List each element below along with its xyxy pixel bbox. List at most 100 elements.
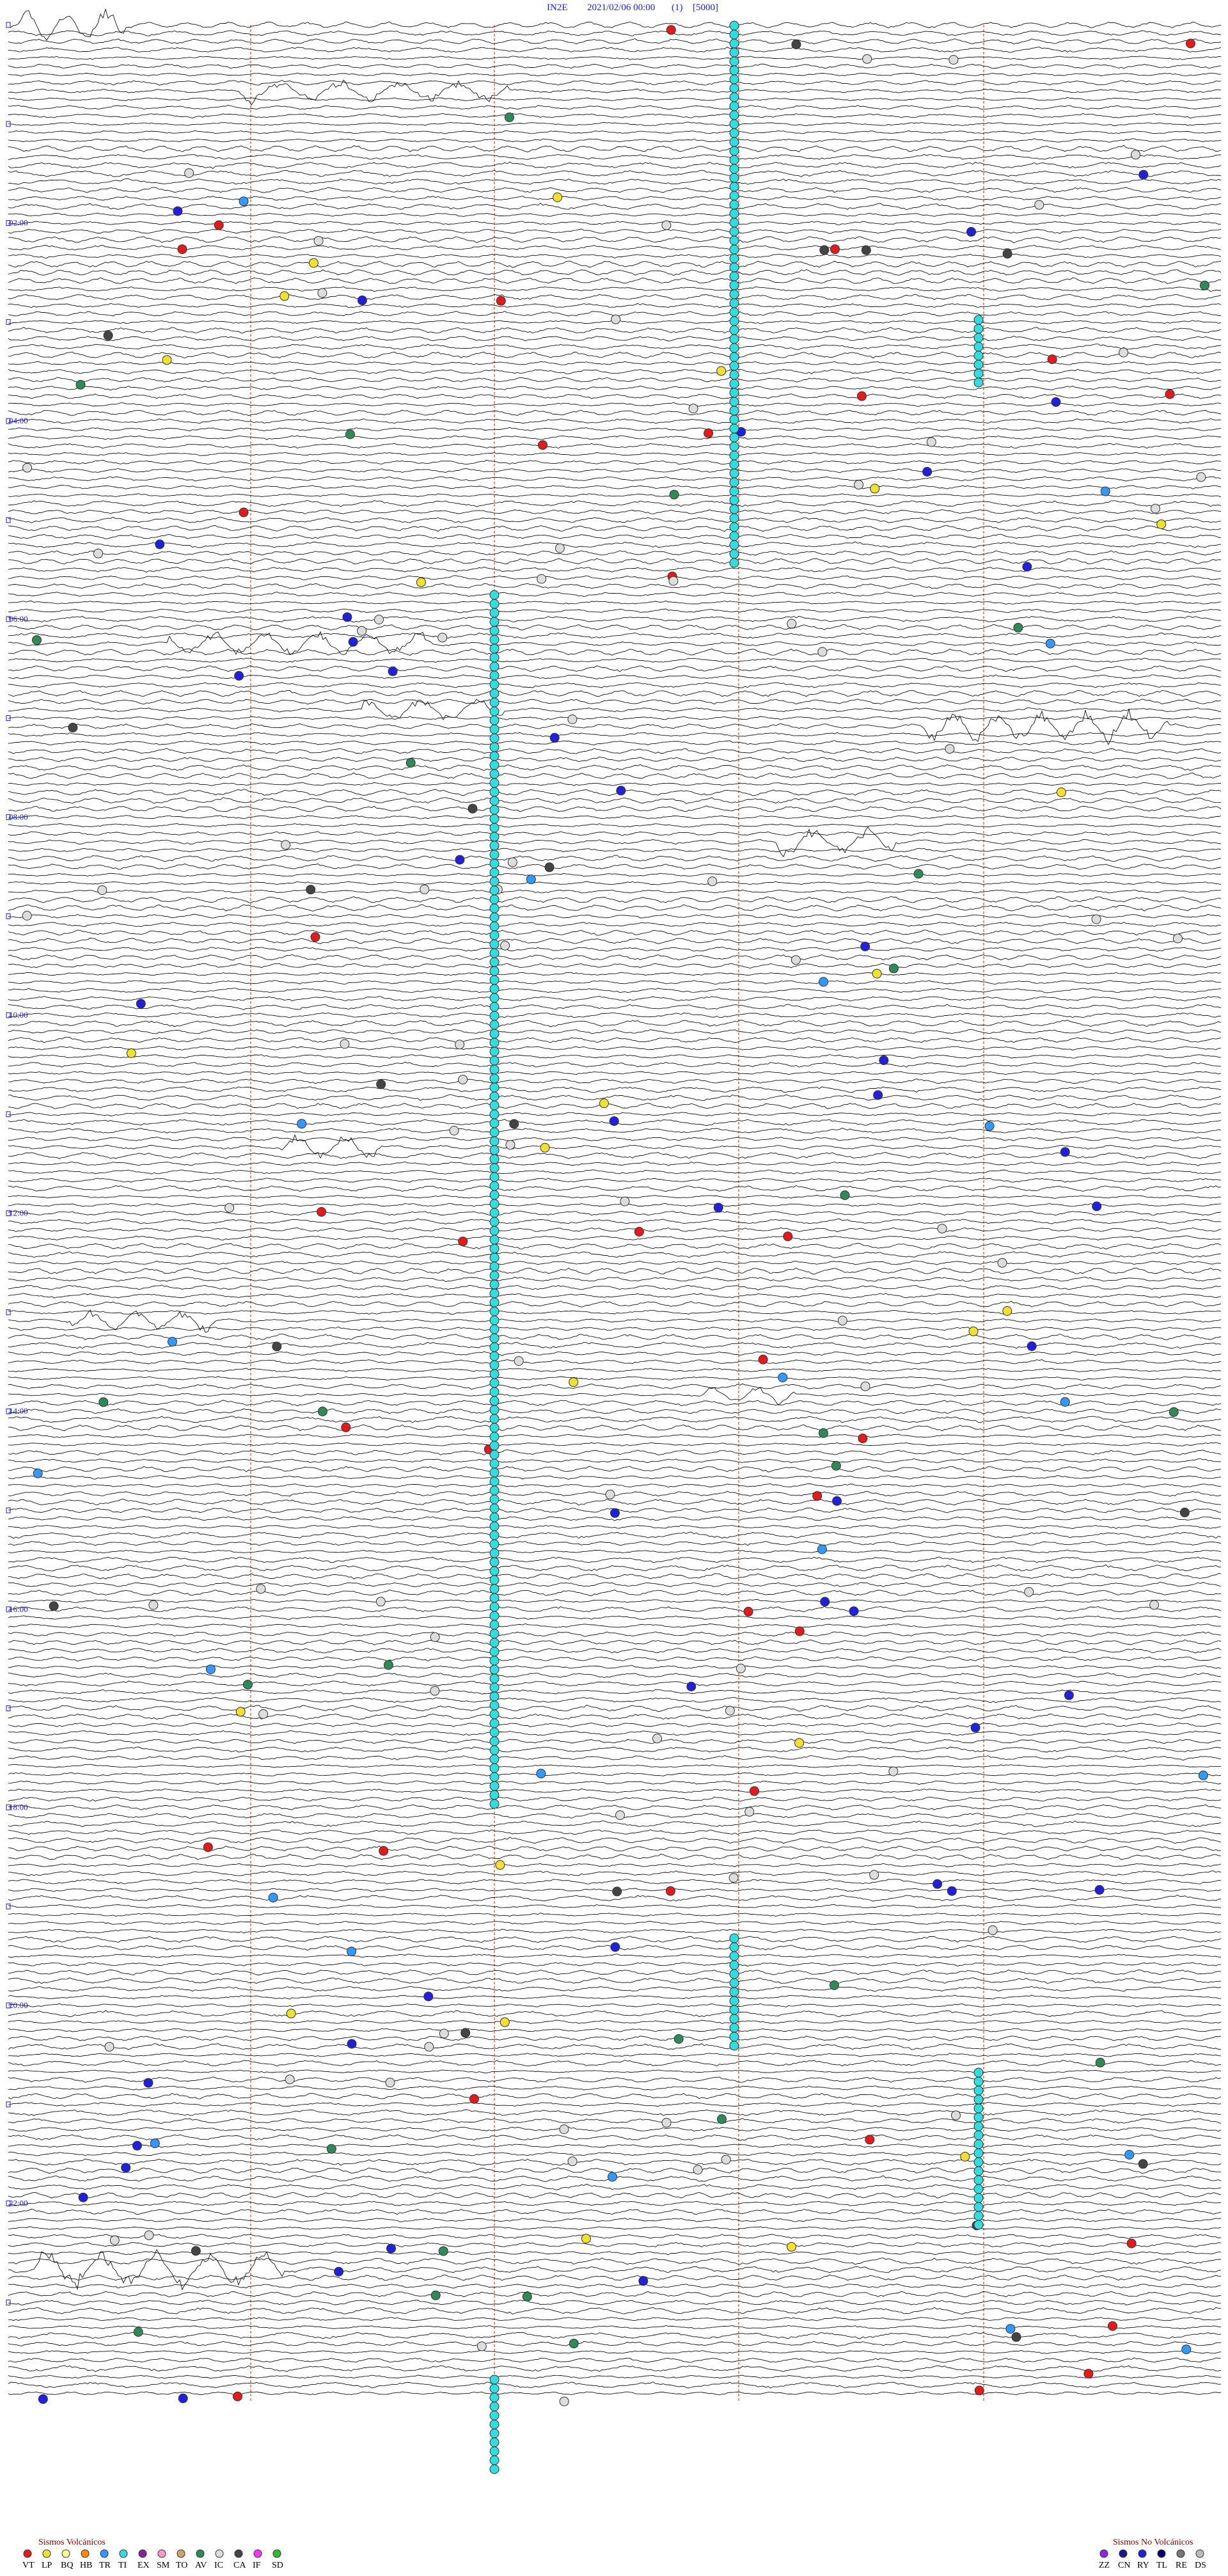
event	[609, 1116, 619, 1126]
tremor	[489, 626, 500, 636]
event	[544, 862, 555, 873]
tremor	[489, 1709, 500, 1719]
event	[405, 758, 416, 768]
legend-swatch	[1157, 2549, 1166, 2558]
hour-tick	[6, 1903, 11, 1909]
trace	[8, 2134, 1222, 2141]
tremor	[489, 1655, 500, 1666]
tremor	[489, 966, 500, 976]
tremor	[489, 1700, 500, 1711]
event	[32, 635, 42, 645]
trace	[8, 2234, 1222, 2240]
tremor	[489, 1467, 500, 1478]
event	[150, 2138, 160, 2149]
trace	[8, 493, 1222, 498]
event	[430, 2290, 441, 2300]
event	[549, 732, 560, 743]
event	[258, 1709, 269, 1719]
event	[306, 885, 316, 895]
tremor	[729, 253, 739, 264]
event	[509, 1119, 519, 1129]
tremor	[489, 1261, 500, 1272]
trace	[8, 2250, 1221, 2256]
tremor	[973, 2157, 984, 2167]
tremor	[729, 307, 739, 317]
trace	[8, 79, 1222, 106]
trace	[8, 1351, 1222, 1356]
tremor	[489, 1011, 500, 1021]
tremor	[489, 724, 500, 734]
event	[1094, 1885, 1105, 1895]
event	[1051, 397, 1061, 407]
tremor	[729, 191, 739, 201]
legend-swatch	[1138, 2549, 1147, 2558]
trace	[8, 253, 1222, 258]
event	[612, 1886, 622, 1897]
tremor	[489, 1557, 500, 1567]
legend-code: LP	[42, 2561, 52, 2570]
event	[1002, 249, 1012, 259]
trace	[8, 38, 1222, 45]
tremor	[973, 2202, 984, 2212]
legend-swatch	[1119, 2549, 1128, 2558]
trace	[8, 1235, 1222, 1241]
trace	[8, 2350, 1222, 2354]
event	[430, 1632, 440, 1642]
trace	[8, 1540, 1222, 1546]
hour-tick	[6, 616, 11, 622]
event	[849, 1606, 859, 1616]
trace	[8, 2241, 1222, 2248]
event	[974, 2385, 984, 2396]
event	[460, 2028, 471, 2038]
tremor	[729, 1960, 739, 1970]
event	[268, 1892, 278, 1902]
tremor	[489, 1270, 500, 1281]
event	[126, 1048, 136, 1058]
trace	[8, 294, 1222, 301]
tremor	[489, 1414, 500, 1424]
tremor	[973, 324, 984, 334]
event	[988, 1925, 998, 1935]
legend-code: IC	[214, 2561, 223, 2570]
legend-code: TO	[176, 2561, 187, 2570]
tremor	[489, 1190, 500, 1200]
tremor	[729, 173, 739, 183]
tremor	[729, 2014, 739, 2024]
tremor	[489, 635, 500, 645]
event	[970, 1723, 980, 1733]
tremor	[729, 289, 739, 299]
hour-tick	[6, 2002, 11, 2009]
event	[778, 1372, 788, 1382]
trace	[8, 608, 1222, 613]
tremor	[489, 652, 500, 663]
trace	[8, 826, 1222, 858]
event	[1124, 2150, 1135, 2160]
legend-swatch	[1195, 2549, 1204, 2558]
trace	[8, 831, 1222, 837]
tremor	[973, 2094, 984, 2105]
event	[383, 1660, 393, 1670]
event	[960, 2151, 970, 2161]
tremor	[489, 670, 500, 681]
event	[984, 1121, 995, 1131]
trace	[8, 1812, 1222, 1819]
tremor	[489, 814, 500, 824]
trace	[8, 113, 1222, 119]
tremor	[729, 226, 739, 237]
tremor	[729, 522, 739, 532]
trace	[8, 583, 1222, 589]
event	[728, 1873, 739, 1883]
tremor	[489, 1306, 500, 1316]
event	[386, 2243, 396, 2254]
event	[787, 619, 797, 629]
trace	[8, 1134, 1222, 1159]
event	[620, 1196, 630, 1206]
tremor	[489, 841, 500, 851]
tremor	[729, 217, 739, 228]
event	[569, 1377, 579, 1387]
event	[831, 1460, 841, 1471]
event	[132, 2140, 142, 2151]
trace	[8, 187, 1222, 193]
trace	[8, 1094, 1222, 1102]
